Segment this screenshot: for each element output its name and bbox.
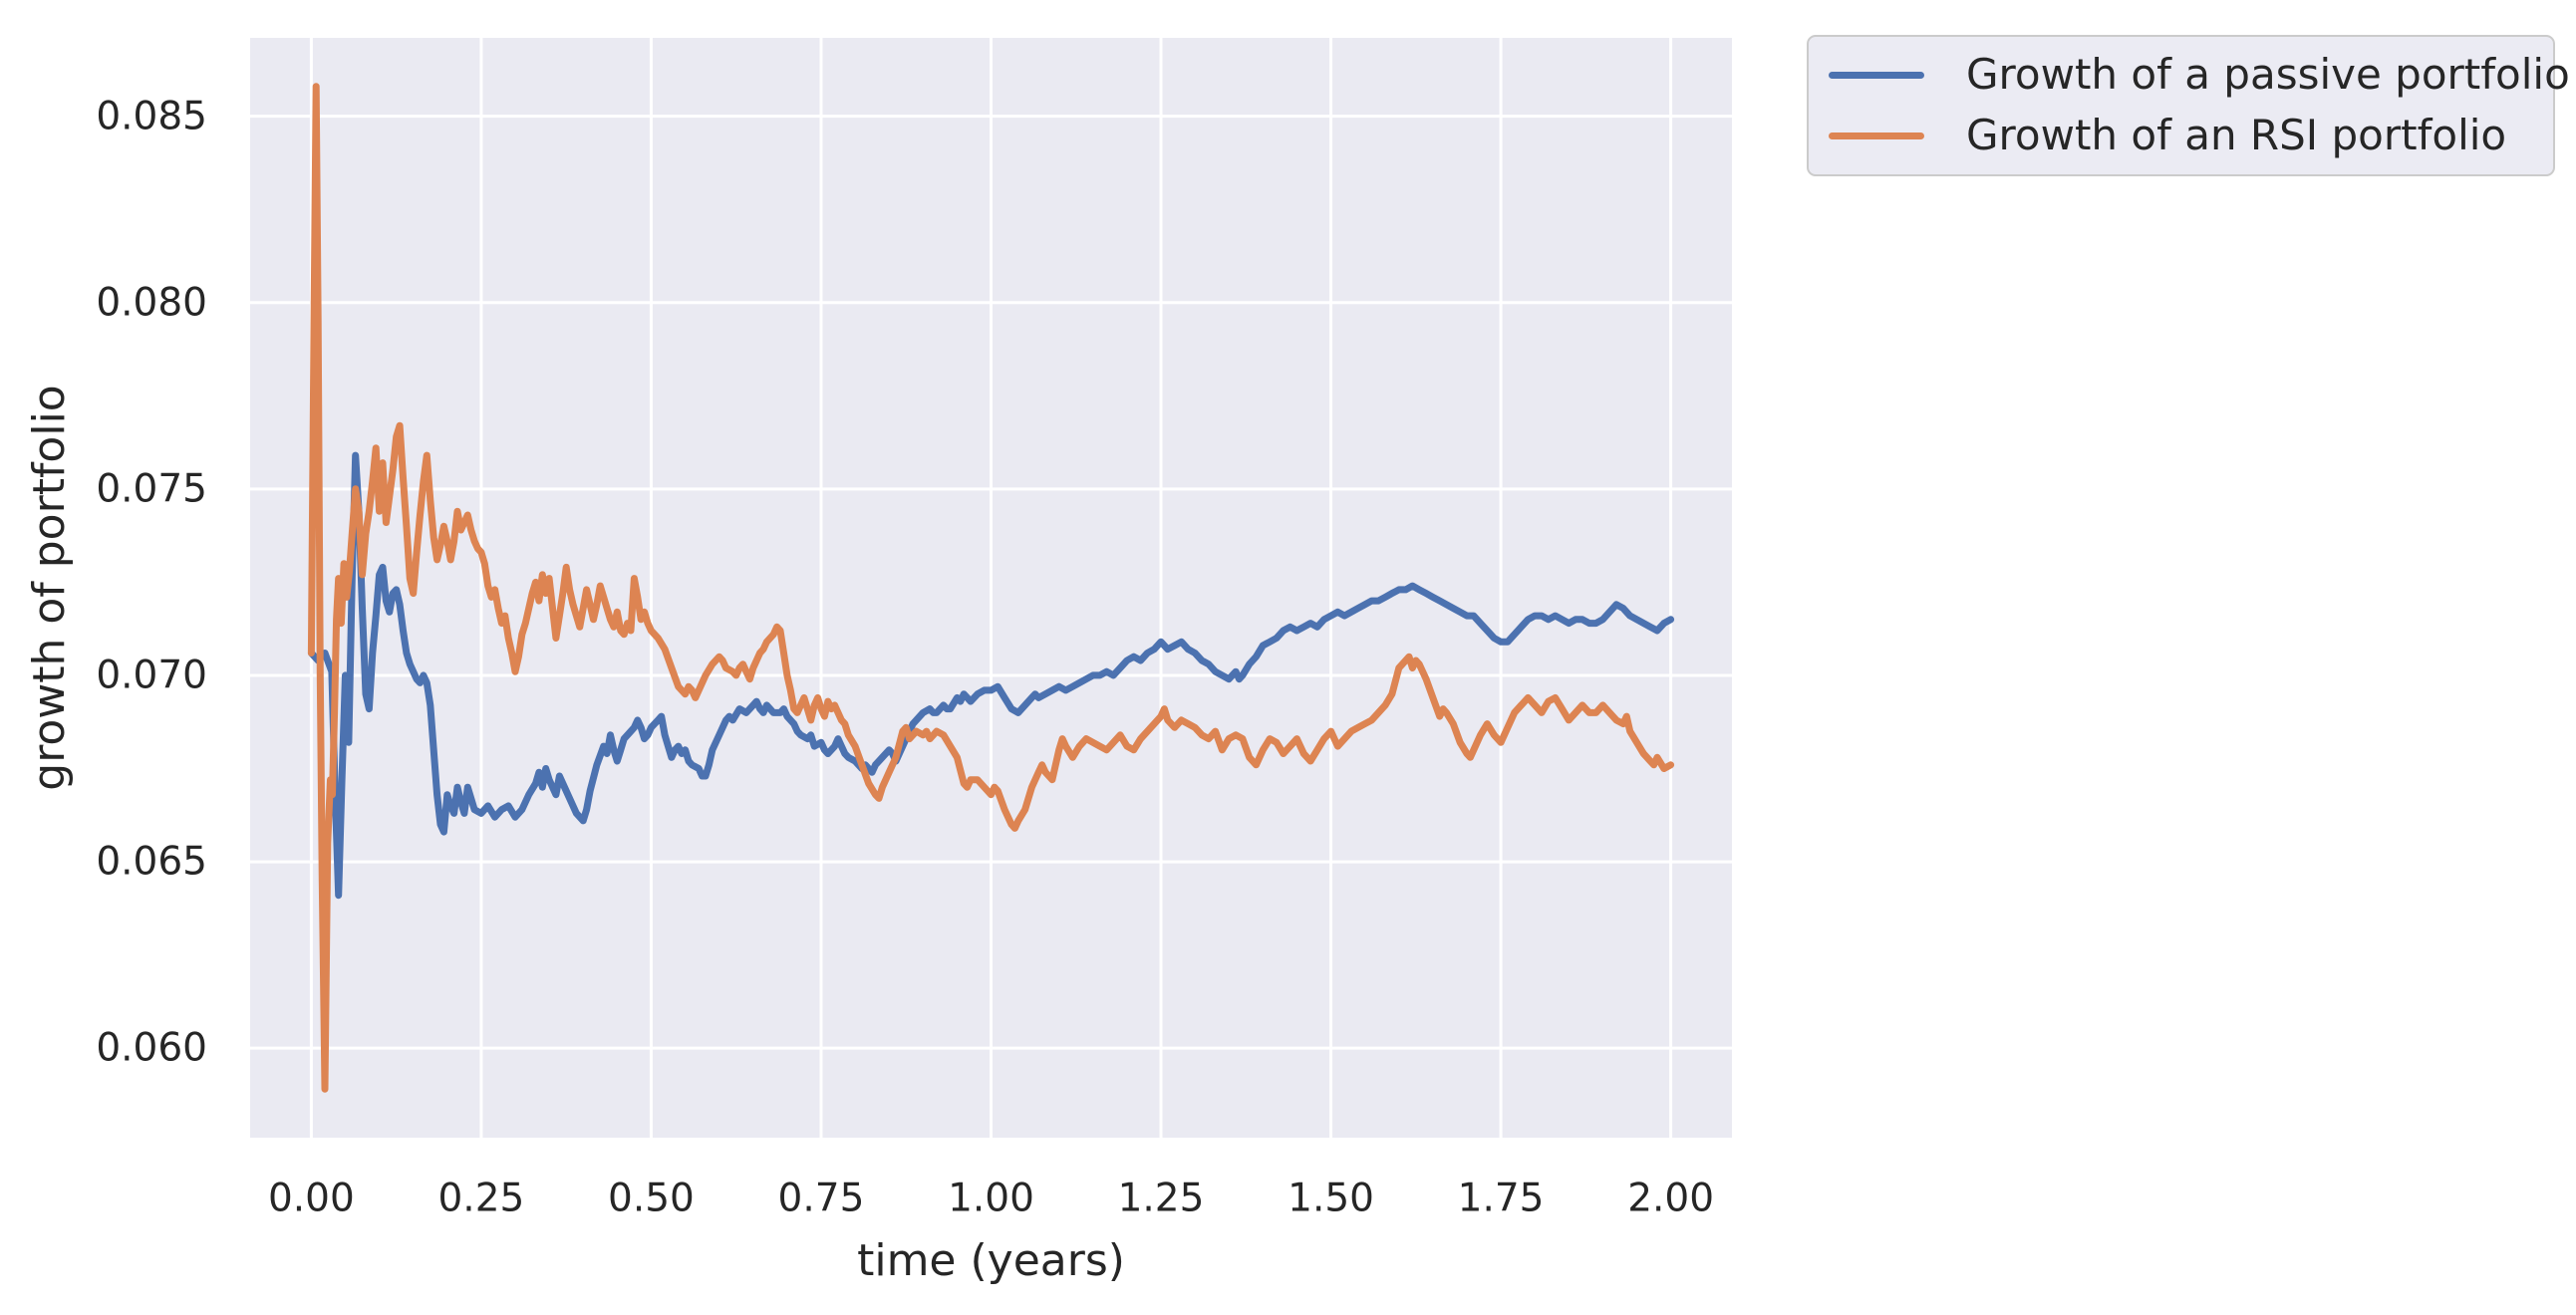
legend-entry-rsi-portfolio: Growth of an RSI portfolio: [1829, 111, 2533, 160]
legend-label-rsi: Growth of an RSI portfolio: [1966, 111, 2507, 160]
x-tick-label: 0.25: [437, 1176, 525, 1221]
x-tick-label: 0.00: [267, 1176, 355, 1221]
series-line-1: [307, 83, 1675, 1093]
legend-entry-passive-portfolio: Growth of a passive portfolio: [1829, 50, 2570, 100]
x-axis-label: time (years): [857, 1235, 1125, 1286]
legend-line-sample-passive: [1829, 71, 1924, 79]
x-tick-label: 1.50: [1288, 1176, 1374, 1221]
x-tick-label: 0.50: [608, 1176, 695, 1221]
y-tick-label: 0.075: [96, 466, 207, 512]
y-tick-label: 0.060: [96, 1025, 207, 1071]
y-tick-label: 0.080: [96, 280, 207, 326]
y-axis-label: growth of portfolio: [24, 385, 75, 791]
x-tick-label: 1.00: [948, 1176, 1034, 1221]
legend-label-passive: Growth of a passive portfolio: [1966, 50, 2570, 100]
x-tick-label: 1.25: [1117, 1176, 1205, 1221]
legend-line-sample-rsi: [1829, 132, 1924, 139]
y-tick-label: 0.065: [96, 839, 207, 885]
x-tick-label: 1.75: [1457, 1176, 1545, 1221]
y-tick-label: 0.085: [96, 94, 207, 139]
x-tick-label: 2.00: [1627, 1176, 1715, 1221]
x-tick-label: 0.75: [777, 1176, 865, 1221]
legend: Growth of a passive portfolio Growth of …: [1807, 35, 2570, 176]
y-tick-label: 0.070: [96, 653, 207, 698]
